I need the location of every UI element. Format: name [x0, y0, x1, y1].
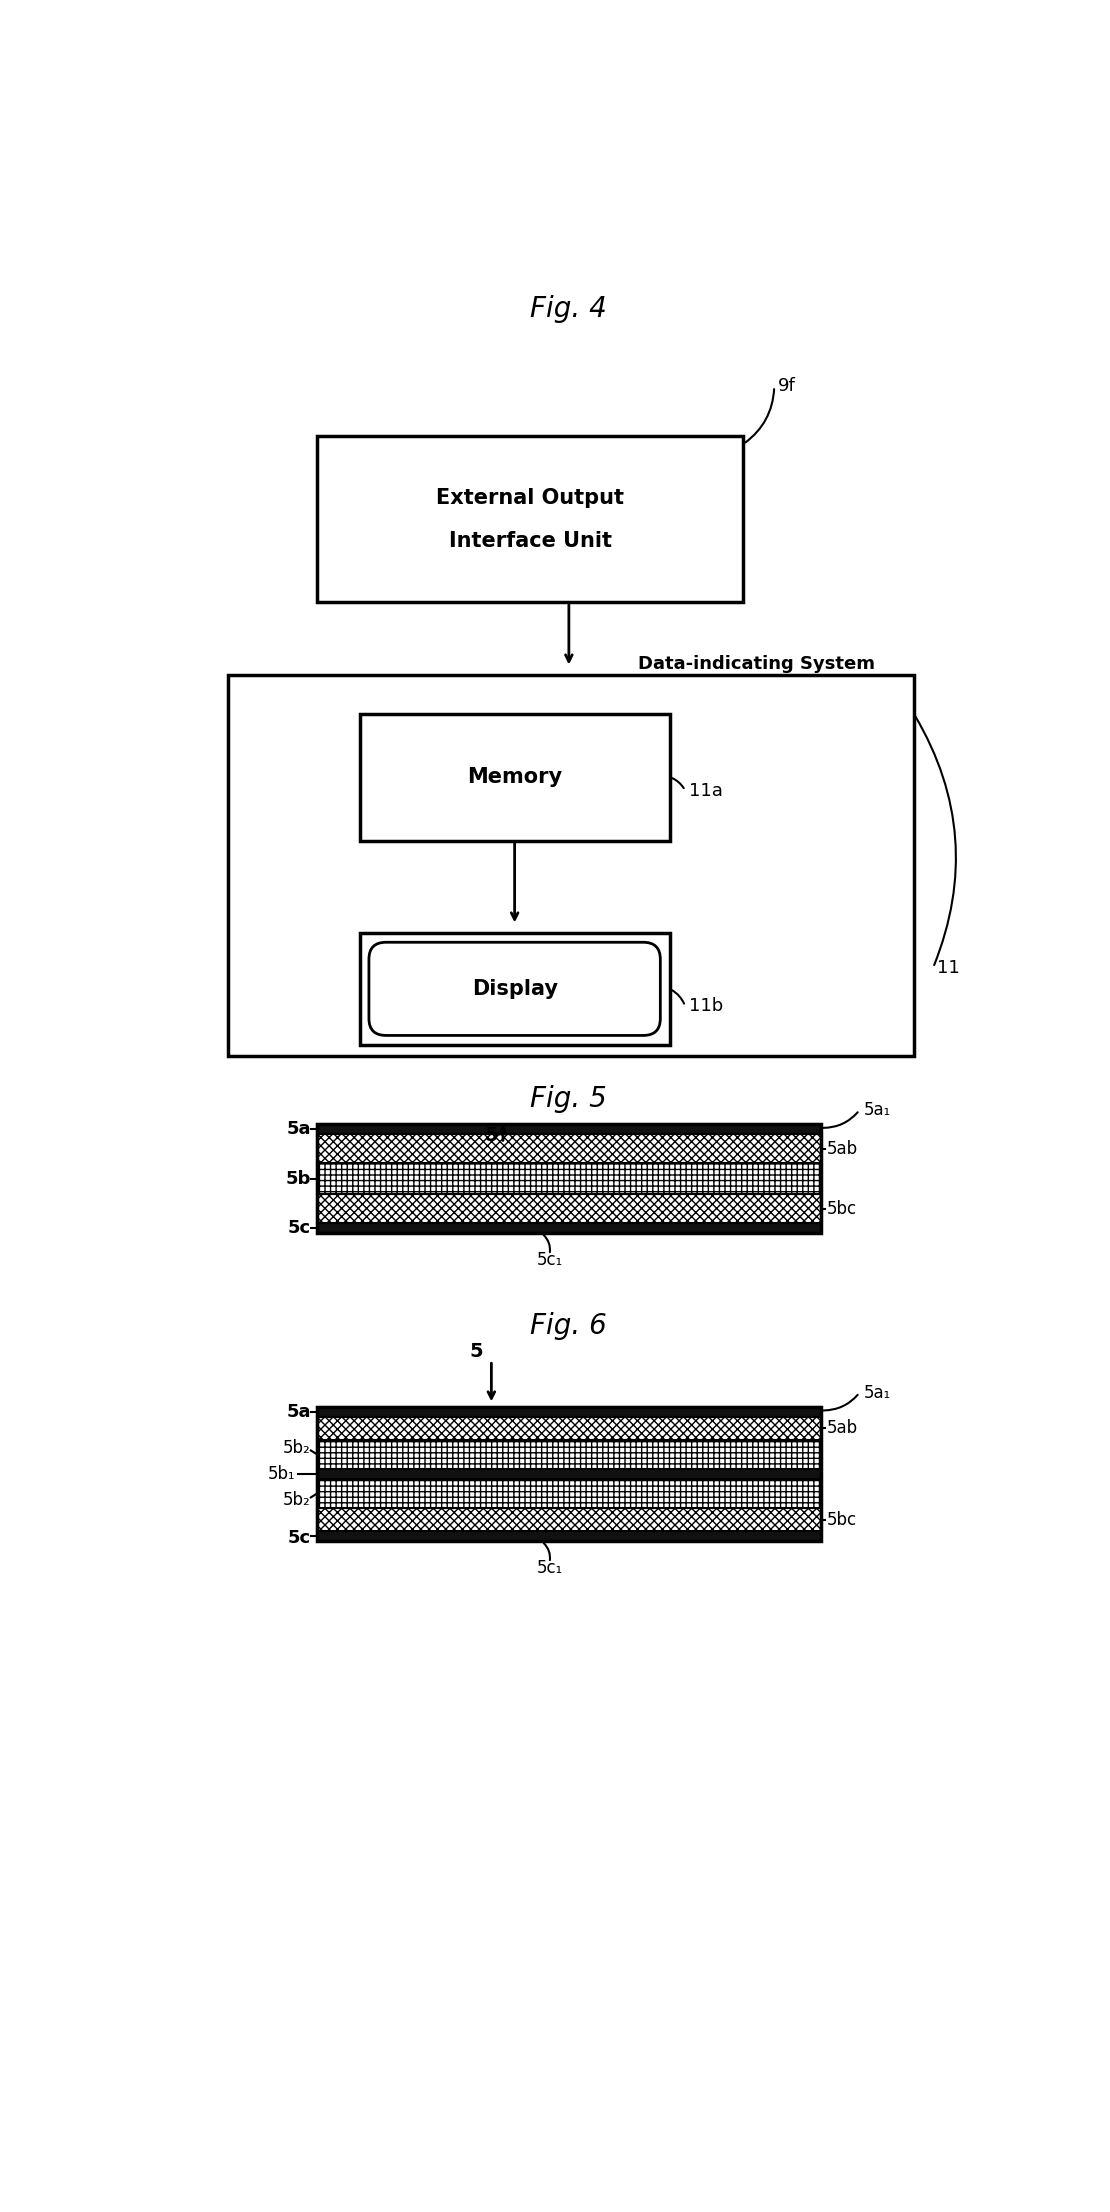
- Bar: [317, 1531, 820, 1542]
- Text: 5bc: 5bc: [827, 1199, 857, 1217]
- Text: 5c: 5c: [287, 1528, 311, 1546]
- Text: 11a: 11a: [689, 781, 723, 799]
- Text: 9f: 9f: [778, 378, 796, 396]
- Bar: [317, 1509, 820, 1531]
- Bar: [317, 1135, 820, 1164]
- Bar: [228, 675, 914, 1057]
- Bar: [360, 714, 669, 841]
- Text: 5a₁: 5a₁: [864, 1385, 890, 1402]
- Bar: [317, 1440, 820, 1469]
- Bar: [317, 1223, 820, 1234]
- FancyBboxPatch shape: [369, 942, 660, 1035]
- Text: 11: 11: [937, 958, 960, 978]
- Text: Fig. 6: Fig. 6: [531, 1312, 607, 1340]
- Bar: [317, 1407, 820, 1542]
- Text: 5: 5: [485, 1126, 498, 1146]
- Bar: [317, 1124, 820, 1135]
- Text: 5bc: 5bc: [827, 1511, 857, 1528]
- Text: 5: 5: [470, 1343, 483, 1360]
- Bar: [317, 1469, 820, 1480]
- Bar: [317, 1124, 820, 1234]
- Text: 5c₁: 5c₁: [536, 1252, 563, 1270]
- Text: 5b₂: 5b₂: [283, 1440, 311, 1458]
- Text: External Output: External Output: [436, 487, 624, 507]
- Bar: [317, 436, 744, 602]
- Text: 5ab: 5ab: [827, 1420, 858, 1438]
- Text: 5a: 5a: [286, 1402, 311, 1420]
- Text: 5b₁: 5b₁: [268, 1464, 295, 1482]
- Text: 5a₁: 5a₁: [864, 1102, 890, 1119]
- Text: 5ab: 5ab: [827, 1139, 858, 1157]
- Text: Memory: Memory: [467, 768, 562, 787]
- Bar: [317, 1407, 820, 1416]
- Text: Data-indicating System: Data-indicating System: [638, 655, 875, 672]
- Text: Interface Unit: Interface Unit: [448, 531, 612, 551]
- Text: 5c₁: 5c₁: [536, 1559, 563, 1577]
- Text: 5b₂: 5b₂: [283, 1491, 311, 1509]
- Text: 5b: 5b: [285, 1170, 311, 1188]
- Text: 5c: 5c: [287, 1219, 311, 1237]
- Text: 11b: 11b: [689, 998, 724, 1015]
- Bar: [317, 1164, 820, 1194]
- Bar: [360, 933, 669, 1044]
- Text: Fig. 4: Fig. 4: [531, 296, 607, 323]
- Bar: [317, 1194, 820, 1223]
- Text: Display: Display: [472, 980, 557, 1000]
- Text: 5a: 5a: [286, 1119, 311, 1137]
- Text: Fig. 5: Fig. 5: [531, 1084, 607, 1113]
- Bar: [317, 1480, 820, 1509]
- Bar: [317, 1416, 820, 1440]
